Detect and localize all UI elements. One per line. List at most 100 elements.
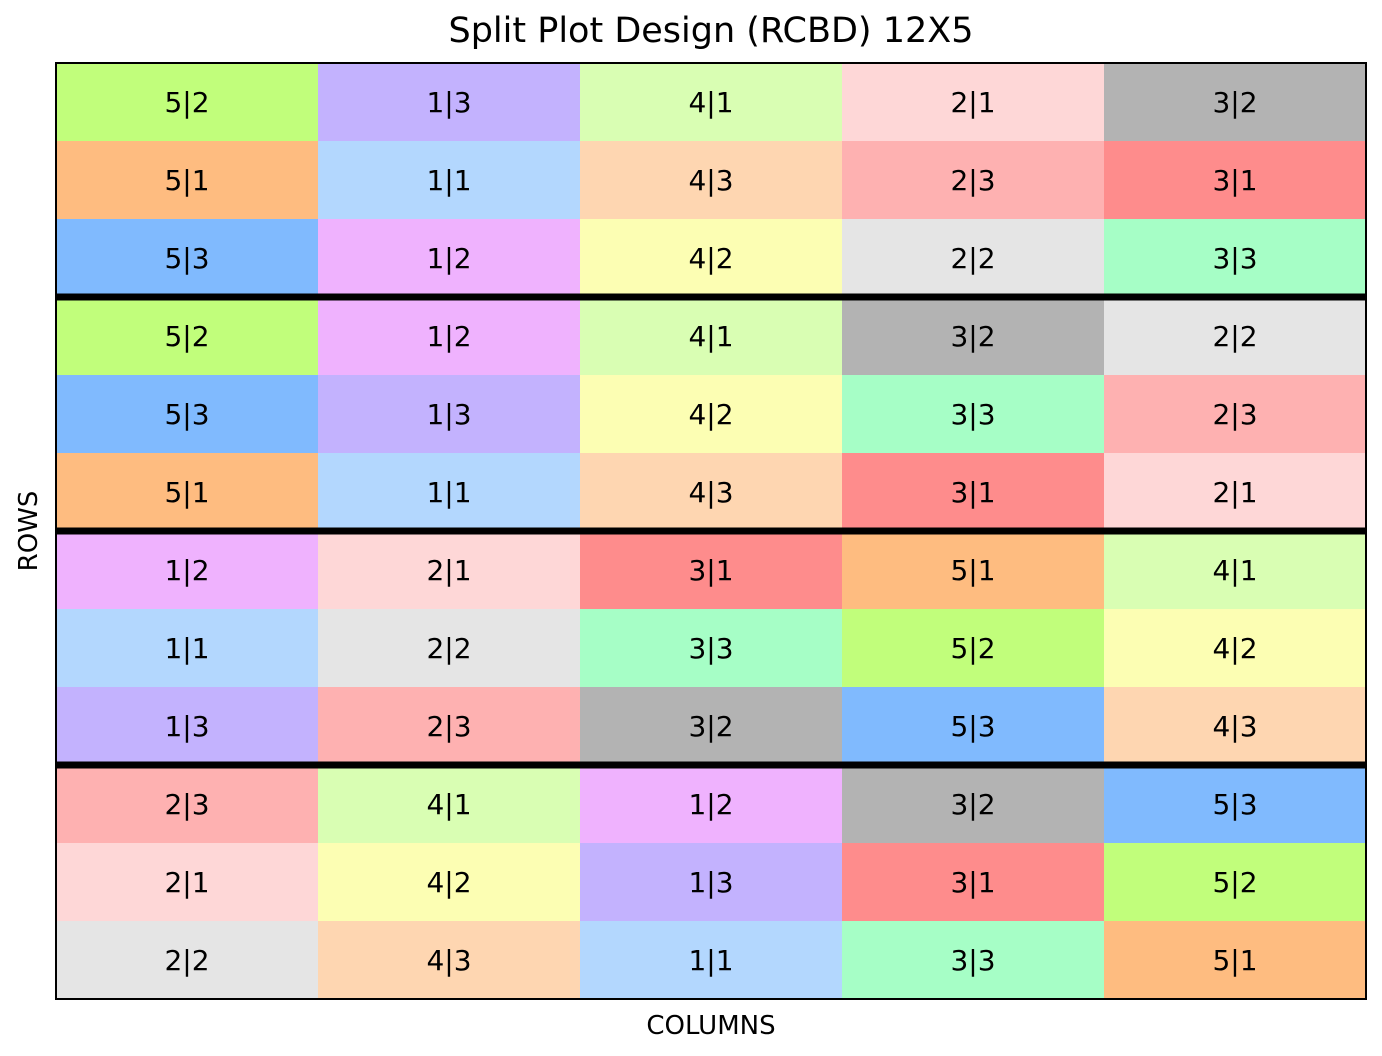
plot-cell-r8-c2: [318, 609, 581, 688]
plot-cell-label-r8-c2: 2|2: [426, 632, 471, 665]
plot-cell-r7-c2: [318, 531, 581, 610]
plot-cell-r5-c5: [1104, 375, 1367, 454]
plot-cell-r3-c2: [318, 219, 581, 298]
plot-cell-r4-c1: [56, 297, 319, 376]
plot-cell-label-r6-c2: 1|1: [426, 476, 471, 509]
plot-cell-r5-c4: [842, 375, 1105, 454]
plot-cell-label-r9-c5: 4|3: [1212, 710, 1257, 743]
plot-cell-label-r4-c2: 1|2: [426, 320, 471, 353]
plot-cell-label-r12-c1: 2|2: [164, 944, 209, 977]
plot-cell-r1-c1: [56, 63, 319, 142]
plot-cell-label-r10-c2: 4|1: [426, 788, 471, 821]
plot-cell-r4-c4: [842, 297, 1105, 376]
plot-cell-label-r7-c2: 2|1: [426, 554, 471, 587]
plot-cell-r3-c1: [56, 219, 319, 298]
plot-cell-r6-c3: [580, 453, 843, 532]
plot-cell-r6-c4: [842, 453, 1105, 532]
plot-cell-r7-c3: [580, 531, 843, 610]
plot-cell-r3-c3: [580, 219, 843, 298]
plot-cell-r2-c5: [1104, 141, 1367, 220]
plot-cell-label-r3-c3: 4|2: [688, 242, 733, 275]
plot-cell-label-r5-c5: 2|3: [1212, 398, 1257, 431]
plot-cell-r4-c2: [318, 297, 581, 376]
plot-cell-r12-c1: [56, 921, 319, 1000]
plot-cell-r6-c2: [318, 453, 581, 532]
plot-cell-r3-c4: [842, 219, 1105, 298]
plot-cell-label-r2-c2: 1|1: [426, 164, 471, 197]
block-separators: [56, 293, 1366, 769]
plot-cell-label-r10-c3: 1|2: [688, 788, 733, 821]
plot-cell-r1-c5: [1104, 63, 1367, 142]
plot-cell-r12-c2: [318, 921, 581, 1000]
plot-cell-label-r2-c3: 4|3: [688, 164, 733, 197]
plot-cell-label-r12-c2: 4|3: [426, 944, 471, 977]
plot-cell-label-r1-c1: 5|2: [164, 86, 209, 119]
plot-cell-label-r8-c3: 3|3: [688, 632, 733, 665]
plot-cell-label-r9-c2: 2|3: [426, 710, 471, 743]
plot-cell-label-r6-c3: 4|3: [688, 476, 733, 509]
plot-cell-r10-c5: [1104, 765, 1367, 844]
plot-cell-label-r12-c5: 5|1: [1212, 944, 1257, 977]
plot-cell-r12-c3: [580, 921, 843, 1000]
plot-cell-r6-c1: [56, 453, 319, 532]
plot-cell-r7-c5: [1104, 531, 1367, 610]
plot-cell-r1-c3: [580, 63, 843, 142]
plot-cell-r7-c1: [56, 531, 319, 610]
plot-cell-label-r3-c4: 2|2: [950, 242, 995, 275]
plot-cell-label-r5-c4: 3|3: [950, 398, 995, 431]
plot-cell-r1-c2: [318, 63, 581, 142]
plot-cell-r6-c5: [1104, 453, 1367, 532]
plot-cell-r9-c5: [1104, 687, 1367, 766]
plot-cell-r5-c3: [580, 375, 843, 454]
plot-cell-r10-c3: [580, 765, 843, 844]
plot-cell-r12-c5: [1104, 921, 1367, 1000]
plot-cell-label-r8-c5: 4|2: [1212, 632, 1257, 665]
plot-cell-label-r11-c2: 4|2: [426, 866, 471, 899]
plot-cell-label-r6-c1: 5|1: [164, 476, 209, 509]
plot-cell-label-r11-c3: 1|3: [688, 866, 733, 899]
plot-border: [55, 62, 1367, 1000]
plot-cell-label-r9-c4: 5|3: [950, 710, 995, 743]
plot-cell-r8-c5: [1104, 609, 1367, 688]
plot-cell-label-r11-c4: 3|1: [950, 866, 995, 899]
plot-cell-label-r7-c3: 3|1: [688, 554, 733, 587]
plot-cell-r10-c2: [318, 765, 581, 844]
plot-cell-r9-c3: [580, 687, 843, 766]
plot-cell-label-r5-c3: 4|2: [688, 398, 733, 431]
plot-cell-label-r3-c5: 3|3: [1212, 242, 1257, 275]
plot-cell-r2-c1: [56, 141, 319, 220]
plot-cell-label-r10-c5: 5|3: [1212, 788, 1257, 821]
plot-cell-label-r12-c3: 1|1: [688, 944, 733, 977]
plot-cell-r1-c4: [842, 63, 1105, 142]
plot-cell-r7-c4: [842, 531, 1105, 610]
plot-cell-label-r3-c2: 1|2: [426, 242, 471, 275]
plot-cell-r4-c5: [1104, 297, 1367, 376]
plot-cells: [56, 63, 1367, 1000]
plot-cell-label-r4-c4: 3|2: [950, 320, 995, 353]
plot-cell-label-r7-c1: 1|2: [164, 554, 209, 587]
plot-cell-label-r7-c5: 4|1: [1212, 554, 1257, 587]
plot-cell-labels: 5|2 1|3 4|1 2|1 3|2 5|1 1|1 4|3 2|3 3|1 5|3 1|2 4|2 2…: [164, 86, 1257, 977]
plot-cell-label-r7-c4: 5|1: [950, 554, 995, 587]
plot-cell-label-r4-c5: 2|2: [1212, 320, 1257, 353]
plot-cell-r4-c3: [580, 297, 843, 376]
plot-cell-label-r11-c1: 2|1: [164, 866, 209, 899]
plot-cell-label-r4-c1: 5|2: [164, 320, 209, 353]
plot-cell-r2-c3: [580, 141, 843, 220]
plot-cell-label-r2-c5: 3|1: [1212, 164, 1257, 197]
plot-cell-r3-c5: [1104, 219, 1367, 298]
plot-cell-label-r10-c1: 2|3: [164, 788, 209, 821]
plot-cell-label-r11-c5: 5|2: [1212, 866, 1257, 899]
plot-cell-r8-c4: [842, 609, 1105, 688]
plot-cell-label-r8-c4: 5|2: [950, 632, 995, 665]
plot-cell-label-r10-c4: 3|2: [950, 788, 995, 821]
x-axis-label: COLUMNS: [646, 1011, 775, 1041]
plot-cell-r8-c1: [56, 609, 319, 688]
plot-cell-r2-c2: [318, 141, 581, 220]
plot-cell-r5-c2: [318, 375, 581, 454]
plot-cell-label-r1-c2: 1|3: [426, 86, 471, 119]
plot-cell-label-r9-c3: 3|2: [688, 710, 733, 743]
plot-cell-label-r4-c3: 4|1: [688, 320, 733, 353]
plot-cell-r12-c4: [842, 921, 1105, 1000]
